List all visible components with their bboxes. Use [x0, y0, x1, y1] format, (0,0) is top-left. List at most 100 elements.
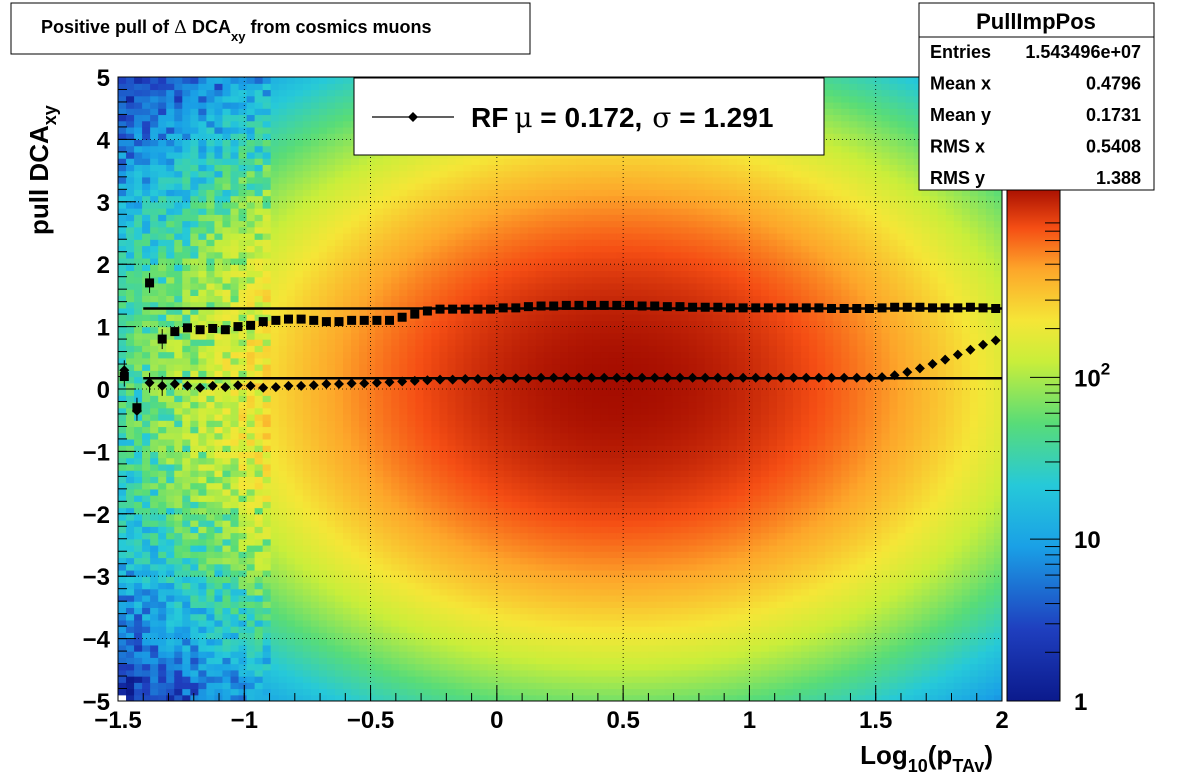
- sigma-point: [524, 302, 533, 311]
- y-tick-label: 3: [97, 190, 110, 217]
- sigma-point: [713, 303, 722, 312]
- sigma-point: [663, 302, 672, 311]
- sigma-point: [650, 302, 659, 311]
- y-tick-label: −1: [83, 439, 110, 466]
- y-tick-label: 2: [97, 252, 110, 279]
- sigma-point: [890, 303, 899, 312]
- y-tick-label: 1: [97, 315, 110, 342]
- sigma-point: [196, 325, 205, 334]
- sigma-point: [461, 305, 470, 314]
- x-tick-label: 1.5: [859, 707, 892, 734]
- y-tick-label: −5: [83, 689, 110, 716]
- sigma-point: [145, 278, 154, 287]
- sigma-point: [246, 321, 255, 330]
- color-scale: 1 10 102: [1007, 187, 1110, 716]
- sigma-point: [827, 304, 836, 313]
- sigma-point: [233, 322, 242, 331]
- x-tick-label: 0.5: [606, 707, 639, 734]
- sigma-point: [221, 325, 230, 334]
- x-tick-label: −0.5: [347, 707, 394, 734]
- stats-label: RMS x: [930, 137, 985, 157]
- sigma-point: [183, 323, 192, 332]
- sigma-point: [486, 305, 495, 314]
- sigma-point: [587, 301, 596, 310]
- x-tick-label: 1: [743, 707, 756, 734]
- stats-label: RMS y: [930, 168, 985, 188]
- x-tick-label: 0: [490, 707, 503, 734]
- sigma-point: [739, 303, 748, 312]
- sigma-point: [208, 324, 217, 333]
- y-tick-label: 5: [97, 65, 110, 92]
- x-axis-title: Log10(pTAv): [860, 740, 993, 776]
- sigma-point: [638, 302, 647, 311]
- y-tick-label: −2: [83, 502, 110, 529]
- stats-value: 0.4796: [1086, 74, 1141, 94]
- sigma-point: [499, 303, 508, 312]
- sigma-point: [549, 302, 558, 311]
- title-box: Positive pull of Δ DCAxy from cosmics mu…: [11, 3, 530, 54]
- y-tick-label: −4: [83, 627, 111, 654]
- stats-value: 1.388: [1096, 168, 1141, 188]
- sigma-point: [701, 303, 710, 312]
- sigma-point: [132, 403, 141, 412]
- y-axis-title: pull DCAxy: [24, 105, 60, 235]
- sigma-point: [878, 303, 887, 312]
- sigma-point: [966, 303, 975, 312]
- sigma-point: [852, 304, 861, 313]
- sigma-point: [789, 303, 798, 312]
- sigma-point: [953, 303, 962, 312]
- sigma-point: [562, 301, 571, 310]
- sigma-point: [764, 303, 773, 312]
- sigma-point: [903, 303, 912, 312]
- sigma-point: [865, 304, 874, 313]
- y-tick-label: −3: [83, 564, 110, 591]
- colorbar-label: 1: [1074, 689, 1087, 716]
- sigma-point: [410, 310, 419, 319]
- sigma-point: [309, 316, 318, 325]
- sigma-point: [271, 316, 280, 325]
- stats-title: PullImpPos: [976, 9, 1096, 34]
- sigma-point: [360, 316, 369, 325]
- sigma-point: [347, 316, 356, 325]
- sigma-point: [915, 303, 924, 312]
- sigma-point: [170, 327, 179, 336]
- sigma-point: [777, 303, 786, 312]
- colorbar-label: 102: [1074, 359, 1110, 392]
- sigma-point: [814, 303, 823, 312]
- sigma-point: [574, 301, 583, 310]
- colorbar-label: 10: [1074, 527, 1101, 554]
- sigma-point: [612, 301, 621, 310]
- sigma-point: [322, 317, 331, 326]
- x-tick-label: −1: [231, 707, 258, 734]
- sigma-point: [398, 313, 407, 322]
- y-tick-label: 4: [97, 127, 111, 154]
- sigma-point: [284, 315, 293, 324]
- sigma-point: [158, 335, 167, 344]
- sigma-point: [511, 303, 520, 312]
- sigma-point: [423, 307, 432, 316]
- sigma-point: [726, 303, 735, 312]
- sigma-point: [385, 316, 394, 325]
- stats-value: 0.1731: [1086, 105, 1141, 125]
- stats-value: 1.543496e+07: [1025, 42, 1141, 62]
- y-tick-label: 0: [97, 377, 110, 404]
- stats-value: 0.5408: [1086, 137, 1141, 157]
- sigma-point: [625, 301, 634, 310]
- sigma-point: [297, 315, 306, 324]
- sigma-point: [979, 303, 988, 312]
- sigma-point: [537, 302, 546, 311]
- sigma-point: [675, 302, 684, 311]
- sigma-point: [600, 301, 609, 310]
- sigma-point: [448, 305, 457, 314]
- sigma-point: [751, 303, 760, 312]
- stats-label: Mean y: [930, 105, 991, 125]
- sigma-point: [335, 317, 344, 326]
- sigma-point: [840, 304, 849, 313]
- sigma-point: [688, 303, 697, 312]
- sigma-point: [941, 303, 950, 312]
- sigma-point: [802, 303, 811, 312]
- sigma-point: [436, 305, 445, 314]
